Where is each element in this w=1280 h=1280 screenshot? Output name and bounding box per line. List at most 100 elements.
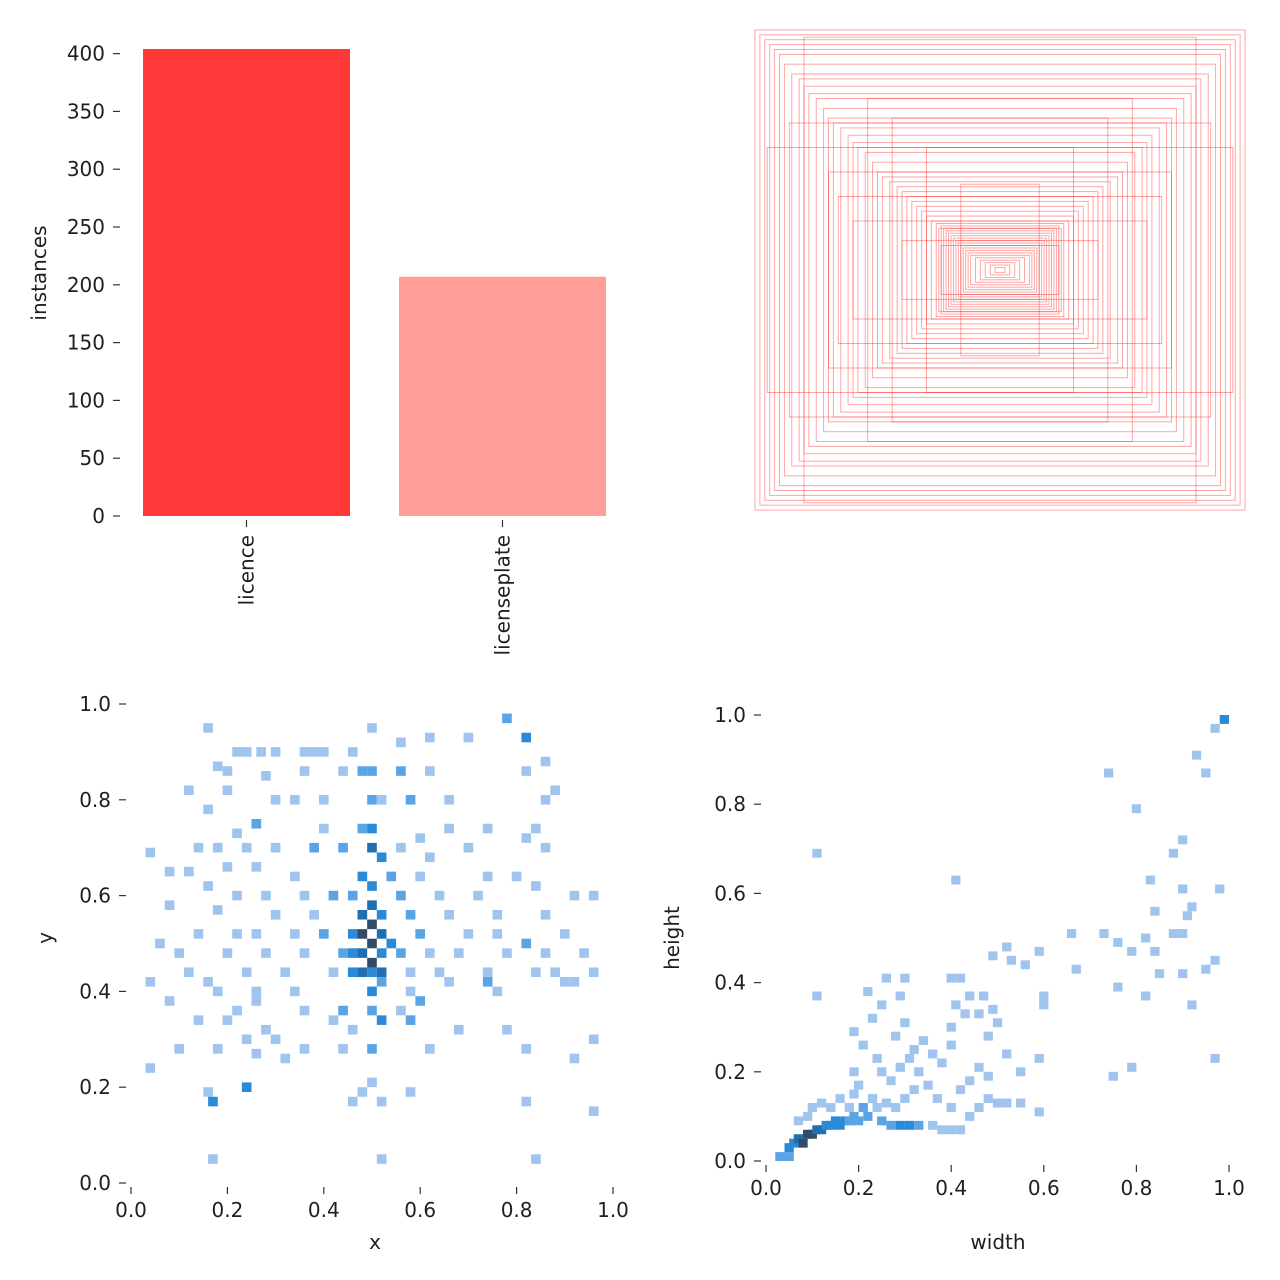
hist-cell bbox=[357, 967, 368, 978]
box-outline bbox=[940, 225, 1060, 315]
box-outline bbox=[872, 161, 1128, 379]
hist-cell bbox=[338, 766, 348, 776]
hist-cell bbox=[299, 747, 310, 757]
hist-cell bbox=[928, 1049, 938, 1059]
hist-cell bbox=[145, 847, 156, 858]
hist-cell bbox=[1127, 1062, 1137, 1072]
hist-cell bbox=[347, 747, 358, 757]
hist-cell bbox=[895, 1062, 905, 1072]
hist-cell bbox=[946, 1040, 956, 1050]
hist-cell bbox=[212, 761, 223, 772]
wh-histogram-cells bbox=[775, 715, 1229, 1161]
xy-y-axis-label: y bbox=[33, 932, 57, 944]
hist-cell bbox=[569, 977, 580, 987]
hist-cell bbox=[540, 909, 551, 920]
hist-cell bbox=[203, 1087, 213, 1097]
box-outline bbox=[828, 117, 1172, 423]
hist-cell bbox=[1131, 804, 1142, 814]
box-outline bbox=[911, 200, 1089, 340]
bar-y-tick-label: 200 bbox=[67, 273, 105, 297]
hist-cell bbox=[376, 977, 387, 987]
wh-x-axis-label: width bbox=[970, 1230, 1025, 1254]
hist-cell bbox=[588, 890, 599, 901]
hist-cell bbox=[270, 1034, 281, 1045]
x-tick-label: 1.0 bbox=[597, 1198, 629, 1222]
box-outline bbox=[803, 36, 1197, 504]
hist-cell bbox=[444, 977, 454, 987]
hist-cell bbox=[164, 900, 175, 910]
hist-cell bbox=[803, 1111, 813, 1121]
box-outline bbox=[938, 227, 1062, 313]
hist-cell bbox=[251, 996, 262, 1006]
hist-cell bbox=[521, 1096, 532, 1107]
hist-cell bbox=[367, 842, 377, 853]
box-outline bbox=[926, 215, 1074, 325]
box-outline bbox=[779, 53, 1221, 487]
box-outline bbox=[852, 142, 1148, 398]
hist-cell bbox=[974, 1062, 984, 1072]
box-outline bbox=[864, 151, 1136, 389]
x-tick-label: 0.2 bbox=[843, 1176, 875, 1200]
hist-cell bbox=[232, 828, 242, 839]
hist-cell bbox=[974, 1103, 984, 1112]
hist-cell bbox=[184, 967, 194, 978]
hist-cell bbox=[376, 909, 387, 920]
hist-cell bbox=[203, 723, 213, 733]
box-outline bbox=[943, 227, 1057, 313]
wh-axes: 0.0 0.2 0.4 0.6 0.8 1.0 0.0 0.2 0.4 0.6 0.8 1.0 bbox=[714, 703, 1245, 1200]
hist-cell bbox=[299, 1044, 310, 1054]
box-outline bbox=[940, 245, 1060, 295]
hist-cell bbox=[208, 1096, 218, 1107]
hist-cell bbox=[338, 1005, 348, 1016]
box-outline bbox=[766, 147, 1234, 393]
hist-cell bbox=[376, 852, 387, 863]
hist-cell bbox=[376, 929, 387, 939]
hist-cell bbox=[357, 948, 368, 958]
hist-cell bbox=[1215, 884, 1225, 894]
hist-cell bbox=[184, 785, 194, 796]
box-outline bbox=[935, 222, 1065, 318]
hist-cell bbox=[376, 795, 387, 805]
hist-cell bbox=[914, 1067, 924, 1077]
hist-cell bbox=[946, 1103, 956, 1112]
hist-cell bbox=[463, 842, 474, 853]
box-outline bbox=[840, 127, 1160, 413]
box-outline bbox=[948, 232, 1052, 308]
hist-cell bbox=[540, 948, 551, 958]
hist-cell bbox=[812, 848, 822, 858]
hist-cell bbox=[983, 1094, 993, 1104]
hist-cell bbox=[482, 967, 493, 978]
hist-cell bbox=[1141, 933, 1151, 943]
hist-cell bbox=[357, 766, 368, 776]
hist-cell bbox=[386, 871, 397, 882]
hist-cell bbox=[357, 871, 368, 882]
hist-cell bbox=[338, 842, 348, 853]
hist-cell bbox=[193, 929, 204, 939]
hist-cell bbox=[992, 1098, 1003, 1108]
hist-cell bbox=[203, 804, 213, 815]
hist-cell bbox=[453, 1024, 464, 1035]
hist-cell bbox=[444, 909, 454, 920]
hist-cell bbox=[992, 1018, 1003, 1028]
hist-cell bbox=[251, 986, 262, 997]
hist-cell bbox=[357, 929, 368, 939]
wh-y-axis-label: height bbox=[660, 906, 684, 970]
hist-cell bbox=[425, 1044, 435, 1054]
box-outline bbox=[891, 117, 1109, 423]
hist-cell bbox=[951, 875, 961, 885]
hist-cell bbox=[540, 842, 551, 853]
hist-cell bbox=[588, 1034, 599, 1045]
hist-cell bbox=[222, 766, 233, 776]
hist-cell bbox=[569, 890, 580, 901]
hist-cell bbox=[338, 948, 348, 958]
hist-cell bbox=[849, 1067, 859, 1077]
box-overlay-rectangles bbox=[754, 29, 1246, 511]
hist-cell bbox=[222, 948, 233, 958]
hist-cell bbox=[1002, 1098, 1012, 1108]
box-outline bbox=[975, 257, 1025, 283]
hist-cell bbox=[482, 871, 493, 882]
hist-cell bbox=[164, 996, 175, 1006]
bar-y-tick-label: 0 bbox=[92, 504, 105, 528]
hist-cell bbox=[877, 1000, 887, 1010]
